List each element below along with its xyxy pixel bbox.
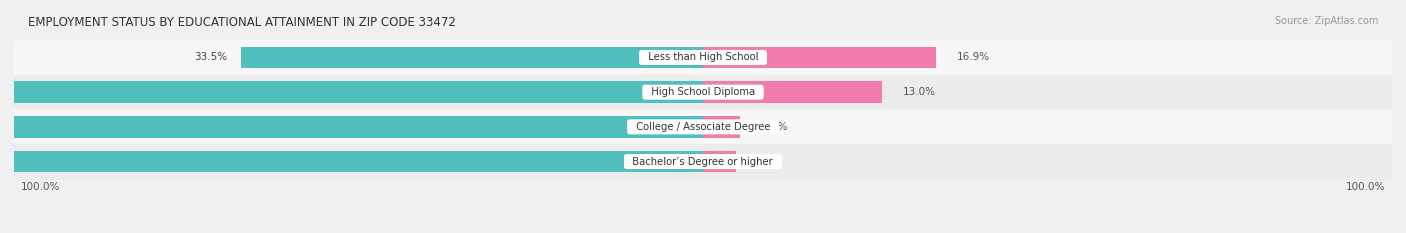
Bar	[0, 81, 703, 103]
Text: Source: ZipAtlas.com: Source: ZipAtlas.com	[1274, 16, 1378, 26]
Text: Bachelor’s Degree or higher: Bachelor’s Degree or higher	[627, 157, 779, 167]
Bar	[703, 151, 737, 172]
Bar	[14, 110, 1392, 144]
Bar	[242, 47, 703, 68]
Text: 100.0%: 100.0%	[21, 182, 60, 192]
Bar	[0, 151, 703, 172]
Text: 100.0%: 100.0%	[1346, 182, 1385, 192]
Text: High School Diploma: High School Diploma	[645, 87, 761, 97]
Bar	[703, 116, 740, 138]
Text: 33.5%: 33.5%	[194, 52, 228, 62]
Text: College / Associate Degree: College / Associate Degree	[630, 122, 776, 132]
Text: 16.9%: 16.9%	[956, 52, 990, 62]
Bar	[703, 81, 882, 103]
Bar	[14, 144, 1392, 179]
Text: 13.0%: 13.0%	[903, 87, 936, 97]
Text: Less than High School: Less than High School	[641, 52, 765, 62]
Bar	[0, 116, 703, 138]
Bar	[14, 40, 1392, 75]
Text: 2.7%: 2.7%	[761, 122, 787, 132]
Text: 2.4%: 2.4%	[756, 157, 783, 167]
Text: EMPLOYMENT STATUS BY EDUCATIONAL ATTAINMENT IN ZIP CODE 33472: EMPLOYMENT STATUS BY EDUCATIONAL ATTAINM…	[28, 16, 456, 29]
Bar	[703, 47, 936, 68]
Bar	[14, 75, 1392, 110]
